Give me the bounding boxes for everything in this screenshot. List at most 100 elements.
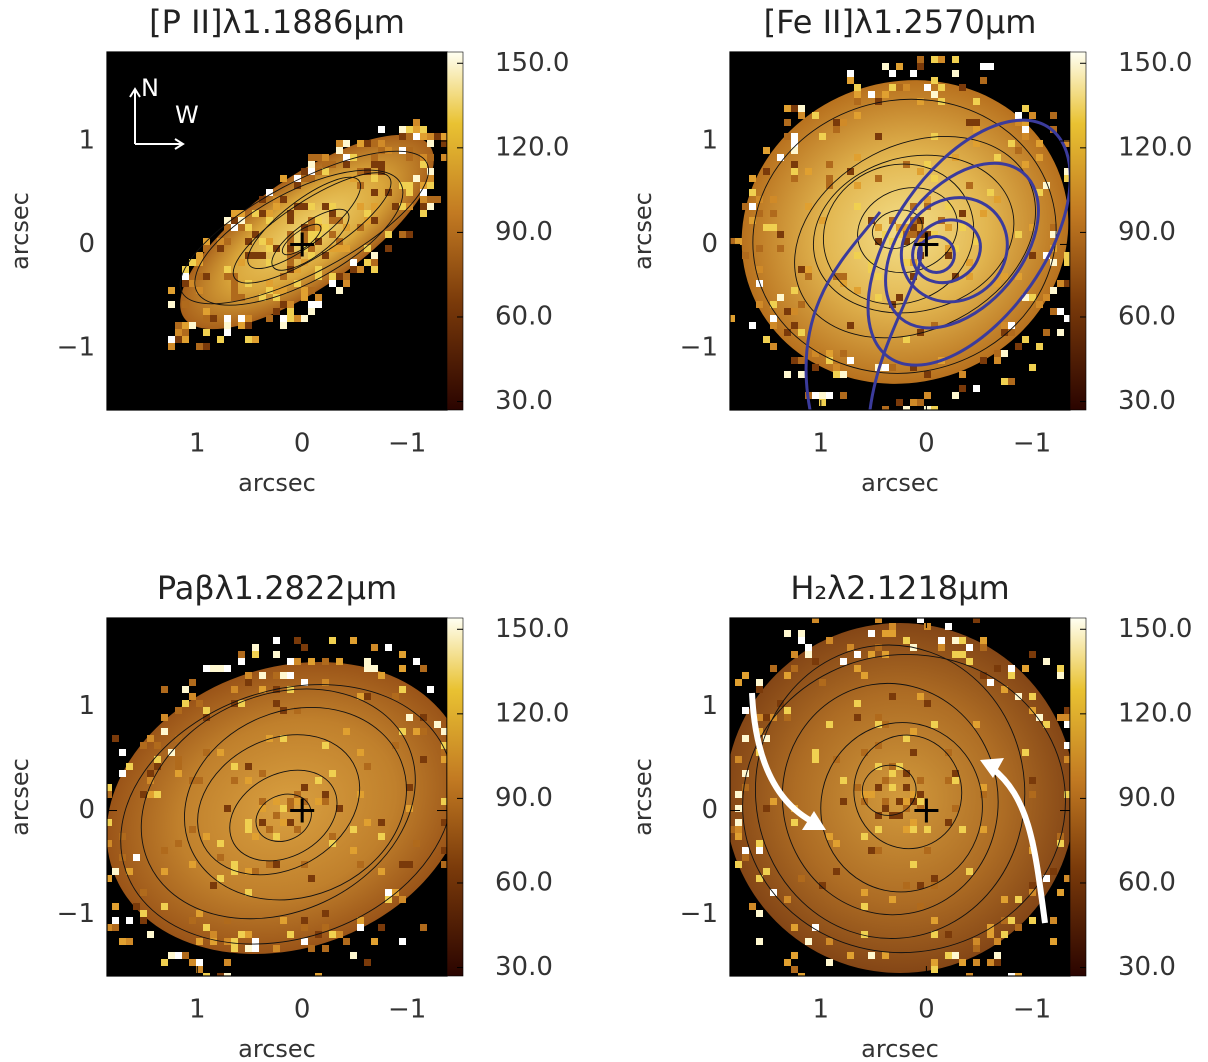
pixel [1043,182,1050,189]
pixel [777,245,784,252]
pixel [231,280,238,287]
pixel [196,287,203,294]
pixel [910,224,917,231]
pixel [798,875,805,882]
pixel [952,805,959,812]
pixel [287,798,294,805]
pixel [798,357,805,364]
pixel [770,322,777,329]
pixel [1043,294,1050,301]
contour [853,734,963,850]
pixel [1057,889,1064,896]
pixel [819,133,826,140]
pixel [924,84,931,91]
y-tick-label: 1 [78,125,95,155]
pixel [308,231,315,238]
pixel [308,252,315,259]
pixel [406,861,413,868]
pixel [434,721,441,728]
pixel [854,91,861,98]
pixel [175,329,182,336]
pixel [364,658,371,665]
pixel [1043,721,1050,728]
pixel [973,994,980,1001]
pixel [203,714,210,721]
pixel [959,210,966,217]
pixel [112,917,119,924]
pixel [1043,252,1050,259]
pixel [1057,280,1064,287]
pixel [357,224,364,231]
pixel [1029,252,1036,259]
pixel [875,238,882,245]
pixel [357,917,364,924]
pixel [238,658,245,665]
pixel [735,679,742,686]
pixel [140,889,147,896]
pixel [420,665,427,672]
pixel [805,644,812,651]
pixel [371,203,378,210]
pixel [259,819,266,826]
pixel [476,847,483,854]
pixel [483,826,490,833]
pixel [161,959,168,966]
pixel [343,273,350,280]
pixel [420,196,427,203]
pixel [238,210,245,217]
pixel [308,658,315,665]
pixel [812,392,819,399]
pixel [133,903,140,910]
pixel [210,665,217,672]
pixel [126,938,133,945]
pixel [854,784,861,791]
pixel [1008,140,1015,147]
pixel [854,203,861,210]
pixel [196,273,203,280]
pixel [406,189,413,196]
pixel [1001,350,1008,357]
pixel [721,728,728,735]
x-tick-label: 0 [294,995,311,1025]
pixel [154,763,161,770]
pixel [903,259,910,266]
pixel [224,238,231,245]
pixel [182,336,189,343]
pixel [840,777,847,784]
pixel [294,791,301,798]
pixel [224,217,231,224]
contour [247,176,362,270]
pixel [931,56,938,63]
compass-label: W [175,101,199,129]
pixel [721,812,728,819]
pixel [868,651,875,658]
pixel [238,931,245,938]
contour [752,98,1057,374]
pixel [952,154,959,161]
pixel [924,847,931,854]
pixel [903,637,910,644]
pixel [203,707,210,714]
pixel [1050,868,1057,875]
pixel [119,938,126,945]
pixel [847,70,854,77]
pixel [868,791,875,798]
pixel [798,112,805,119]
map-image [107,618,490,976]
pixel [287,658,294,665]
pixel [266,189,273,196]
pixel [329,273,336,280]
pixel [357,140,364,147]
pixel [413,126,420,133]
pixel [770,224,777,231]
pixel [868,994,875,1001]
pixel [826,392,833,399]
pixel [231,868,238,875]
pixel [175,952,182,959]
pixel [252,210,259,217]
pixel [273,196,280,203]
pixel [427,182,434,189]
map-image [107,52,447,410]
pixel [378,126,385,133]
pixel [483,826,490,833]
